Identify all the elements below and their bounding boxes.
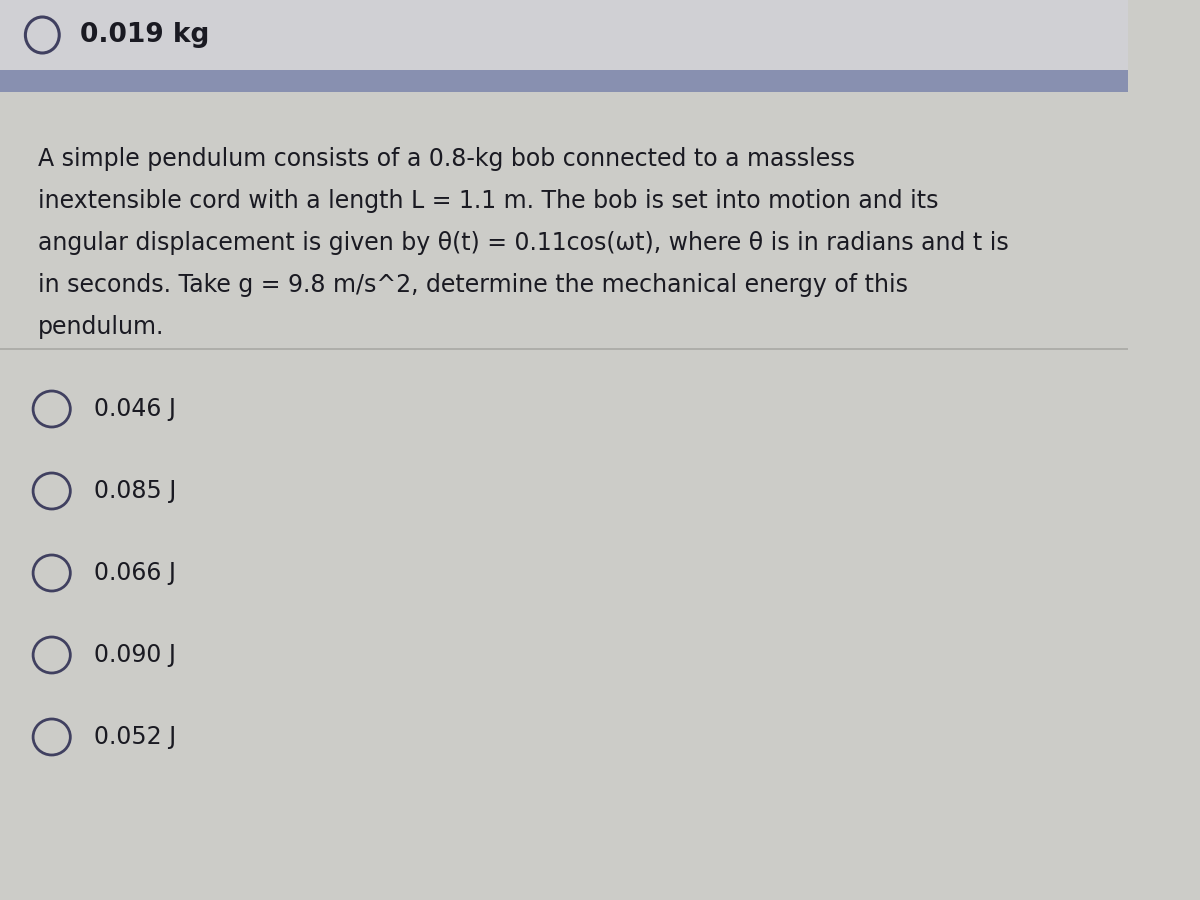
Text: 0.019 kg: 0.019 kg	[80, 22, 209, 48]
Text: in seconds. Take g = 9.8 m/s^2, determine the mechanical energy of this: in seconds. Take g = 9.8 m/s^2, determin…	[37, 273, 907, 297]
Text: pendulum.: pendulum.	[37, 315, 164, 339]
Text: 0.046 J: 0.046 J	[94, 397, 176, 421]
Text: 0.066 J: 0.066 J	[94, 561, 176, 585]
Text: inextensible cord with a length L = 1.1 m. The bob is set into motion and its: inextensible cord with a length L = 1.1 …	[37, 189, 938, 213]
Text: angular displacement is given by θ(t) = 0.11cos(ωt), where θ is in radians and t: angular displacement is given by θ(t) = …	[37, 231, 1008, 255]
FancyBboxPatch shape	[0, 70, 1128, 92]
FancyBboxPatch shape	[0, 0, 1128, 70]
Text: 0.052 J: 0.052 J	[94, 725, 176, 749]
Text: A simple pendulum consists of a 0.8-kg bob connected to a massless: A simple pendulum consists of a 0.8-kg b…	[37, 147, 854, 171]
Text: 0.085 J: 0.085 J	[94, 479, 176, 503]
Text: 0.090 J: 0.090 J	[94, 643, 176, 667]
